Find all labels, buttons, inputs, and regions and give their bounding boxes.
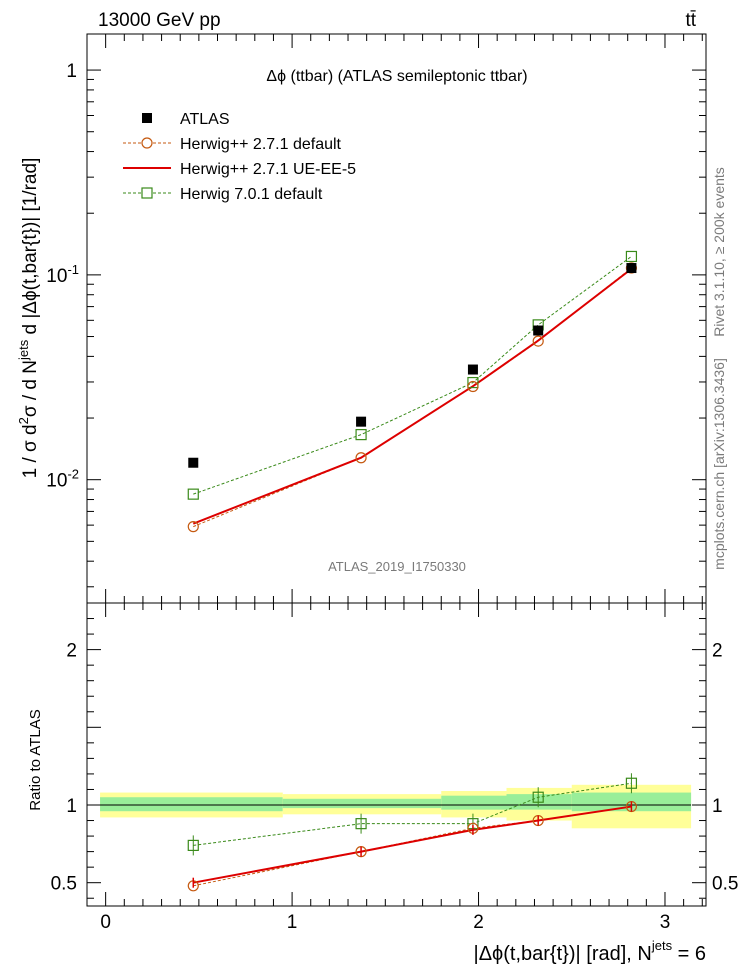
ratio-x-tick-label: 3: [660, 912, 671, 933]
legend-marker-herwig-2-7-1-default: [141, 137, 153, 149]
legend-label-herwig-2-7-1-ue-ee-5: Herwig++ 2.7.1 UE-EE-5: [180, 161, 356, 178]
ratio-band-green: [282, 798, 442, 809]
ratio-x-tick-label: 1: [287, 912, 298, 933]
header-left-label: 13000 GeV pp: [98, 10, 221, 31]
ratio-band-green: [100, 797, 283, 812]
legend-marker-herwig-7-0-1-default: [141, 187, 153, 199]
ratio-panel: 0.5 0.5 1 1 2 2 0 1 2 3 Ratio to ATLAS |Δϕ(t,bar{t}…: [27, 602, 738, 965]
ratio-plot-frame: [86, 602, 707, 907]
main-chart-title: Δϕ (ttbar) (ATLAS semileptonic ttbar): [266, 68, 527, 85]
header-right-label: tt̄: [685, 10, 696, 31]
main-y-tick-label: 1: [66, 61, 77, 82]
herwig-7-0-1-marker: [625, 250, 638, 263]
analysis-watermark: ATLAS_2019_I1750330: [328, 559, 466, 574]
mcplots-label: mcplots.cern.ch [arXiv:1306.3436]: [711, 358, 727, 570]
atlas-data-point: [188, 457, 199, 468]
atlas-data-point: [356, 416, 367, 427]
series-line-herwig-2-7-1-ue-ee-5: [192, 268, 633, 525]
ratio-y-tick-label-left: 1: [66, 796, 77, 817]
legend-label-atlas: ATLAS: [180, 111, 230, 128]
ratio-herwig-7-0-1-marker: [532, 791, 544, 803]
atlas-data-point: [626, 263, 637, 274]
ratio-y-tick-label-left: 2: [66, 641, 77, 662]
main-y-axis-title: 1 / σ d2σ / d Njets d |Δϕ(t,bar{t})| [1/…: [16, 158, 41, 479]
ratio-herwig-7-0-1-marker: [355, 818, 367, 830]
ratio-y-tick-label-right: 2: [712, 641, 723, 662]
ratio-x-tick-label: 2: [473, 912, 484, 933]
main-y-tick-label: 10-2: [46, 467, 79, 492]
herwig-2-7-1-default-marker: [355, 452, 367, 464]
rivet-label: Rivet 3.1.10, ≥ 200k events: [711, 167, 727, 337]
main-y-tick-label: 10-1: [46, 262, 79, 287]
x-axis-title: |Δϕ(t,bar{t})| [rad], Njets = 6: [474, 938, 707, 965]
legend-label-herwig-2-7-1-default: Herwig++ 2.7.1 default: [180, 136, 342, 153]
legend-label-herwig-7-0-1-default: Herwig 7.0.1 default: [180, 186, 323, 203]
ratio-herwig-7-0-1-marker: [187, 839, 199, 852]
ratio-herwig-7-0-1-marker: [625, 777, 638, 789]
series-line-herwig-7-0-1-default: [193, 256, 632, 495]
herwig-7-0-1-marker: [355, 429, 367, 441]
herwig-2-7-1-default-marker: [532, 335, 544, 347]
herwig-2-7-1-default-marker: [467, 380, 479, 393]
herwig-7-0-1-marker: [467, 376, 479, 389]
legend-marker-atlas: [142, 113, 152, 123]
atlas-data-point: [467, 364, 478, 375]
ratio-y-tick-label-left: 0.5: [51, 874, 77, 895]
main-panel: 1 10-1 10-21 / σ d2σ / d Njets d |Δϕ(t,bar…: [16, 33, 707, 604]
ratio-y-tick-label-right: 1: [712, 796, 723, 817]
herwig-7-0-1-marker: [187, 488, 199, 500]
ratio-y-axis-title: Ratio to ATLAS: [27, 709, 44, 810]
ratio-band-green: [441, 795, 507, 810]
herwig-2-7-1-default-marker: [187, 521, 199, 533]
series-line-herwig-2-7-1-default: [193, 267, 632, 528]
ratio-x-tick-label: 0: [100, 912, 111, 933]
ratio-y-tick-label-right: 0.5: [712, 874, 738, 895]
atlas-data-point: [533, 325, 544, 336]
